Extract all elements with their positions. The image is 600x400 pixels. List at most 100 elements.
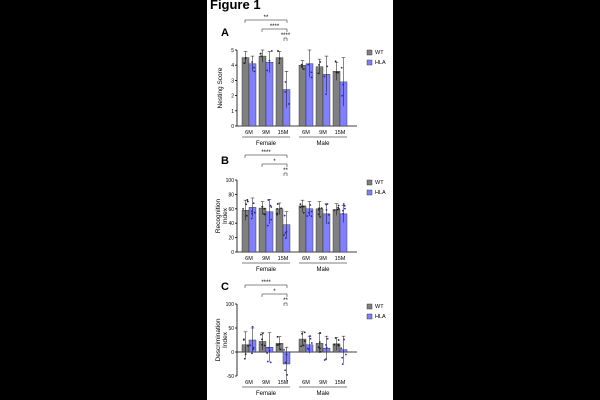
x-tick-label: 15M xyxy=(335,130,346,136)
hla-data-point xyxy=(307,211,310,214)
hla-data-point xyxy=(310,215,313,218)
wt-data-point xyxy=(302,344,305,347)
hla-data-point xyxy=(269,204,272,207)
hla-data-point xyxy=(309,337,312,340)
hla-data-point xyxy=(341,356,344,359)
wt-data-point xyxy=(276,203,279,205)
significance-label: ** xyxy=(264,15,269,21)
figure-title: Figure 1 xyxy=(210,0,261,12)
wt-data-point xyxy=(278,343,281,345)
y-tick-label: 100 xyxy=(226,178,235,184)
wt-data-point xyxy=(300,345,302,348)
wt-data-point xyxy=(259,333,262,336)
hla-data-point xyxy=(266,352,269,354)
y-tick-label: 80 xyxy=(228,192,234,198)
wt-data-point xyxy=(259,52,262,55)
y-tick-label: 3 xyxy=(231,78,234,84)
wt-data-point xyxy=(317,72,320,75)
hla-data-point xyxy=(267,346,270,349)
hla-data-point xyxy=(284,361,287,364)
wt-data-point xyxy=(319,347,321,350)
wt-data-point xyxy=(263,207,266,210)
y-tick-label: 0 xyxy=(231,350,234,356)
wt-data-point xyxy=(317,213,320,216)
wt-data-point xyxy=(300,63,303,66)
wt-bar xyxy=(315,66,324,127)
significance-bracket xyxy=(283,172,288,176)
hla-data-point xyxy=(327,222,330,224)
legend-label: HLA xyxy=(375,60,386,66)
wt-data-point xyxy=(300,65,303,68)
wt-data-point xyxy=(276,213,279,216)
wt-data-point xyxy=(299,206,302,209)
hla-data-point xyxy=(310,76,313,79)
y-axis-label: Index xyxy=(222,207,229,224)
significance-label: **** xyxy=(261,150,271,156)
wt-data-point xyxy=(317,346,320,349)
hla-data-point xyxy=(306,347,309,350)
y-tick-label: -50 xyxy=(227,374,234,380)
hla-data-point xyxy=(266,360,269,363)
hla-data-point xyxy=(284,90,287,93)
hla-legend-swatch xyxy=(366,189,373,196)
hla-data-point xyxy=(251,212,253,215)
wt-data-point xyxy=(278,62,281,65)
hla-data-point xyxy=(341,363,344,365)
wt-data-point xyxy=(334,60,337,63)
y-tick-label: 0 xyxy=(231,250,234,256)
hla-data-point xyxy=(269,361,272,364)
hla-data-point xyxy=(270,50,273,52)
hla-data-point xyxy=(251,352,253,355)
x-tick-label: 15M xyxy=(278,256,289,262)
wt-legend-swatch xyxy=(366,303,373,310)
y-tick-label: 60 xyxy=(228,207,234,213)
significance-label: ** xyxy=(283,298,288,304)
wt-data-point xyxy=(278,57,281,60)
wt-data-point xyxy=(247,344,249,347)
wt-data-point xyxy=(263,344,266,347)
significance-bracket xyxy=(244,154,288,158)
wt-data-point xyxy=(319,61,322,63)
hla-data-point xyxy=(326,65,329,68)
legend-label: WT xyxy=(375,50,384,56)
x-tick-label: 6M xyxy=(302,256,310,262)
wt-data-point xyxy=(303,331,306,334)
y-tick-label: 0 xyxy=(231,124,234,130)
hla-data-point xyxy=(309,335,311,337)
hla-legend-swatch xyxy=(366,313,373,320)
significance-label: **** xyxy=(270,24,280,30)
group-label: Female xyxy=(256,141,277,147)
hla-data-point xyxy=(252,348,255,351)
wt-data-point xyxy=(319,216,321,218)
x-tick-label: 9M xyxy=(262,256,270,262)
wt-data-point xyxy=(317,208,320,211)
x-tick-label: 9M xyxy=(319,256,327,262)
significance-label: * xyxy=(273,159,276,165)
wt-data-point xyxy=(301,332,303,335)
hla-data-point xyxy=(343,205,346,207)
hla-data-point xyxy=(325,346,328,349)
wt-data-point xyxy=(246,199,249,201)
hla-data-point xyxy=(252,346,255,349)
hla-data-point xyxy=(342,203,345,205)
y-axis-label: Recognition xyxy=(215,198,222,233)
y-tick-label: 100 xyxy=(226,302,235,308)
hla-data-point xyxy=(310,210,313,213)
hla-data-point xyxy=(284,232,287,234)
significance-label: ** xyxy=(283,168,288,174)
significance-bracket xyxy=(261,293,288,297)
hla-data-point xyxy=(307,63,310,66)
hla-data-point xyxy=(326,337,329,340)
wt-bar xyxy=(298,64,307,127)
wt-data-point xyxy=(261,338,263,341)
group-label: Female xyxy=(256,391,277,397)
hla-data-point xyxy=(250,210,253,213)
hla-data-point xyxy=(249,344,252,347)
wt-data-point xyxy=(337,204,340,207)
wt-data-point xyxy=(261,332,264,335)
group-label: Male xyxy=(316,267,330,273)
significance-label: * xyxy=(273,289,276,295)
hla-data-point xyxy=(342,209,344,212)
wt-data-point xyxy=(279,348,282,351)
wt-data-point xyxy=(276,207,279,210)
